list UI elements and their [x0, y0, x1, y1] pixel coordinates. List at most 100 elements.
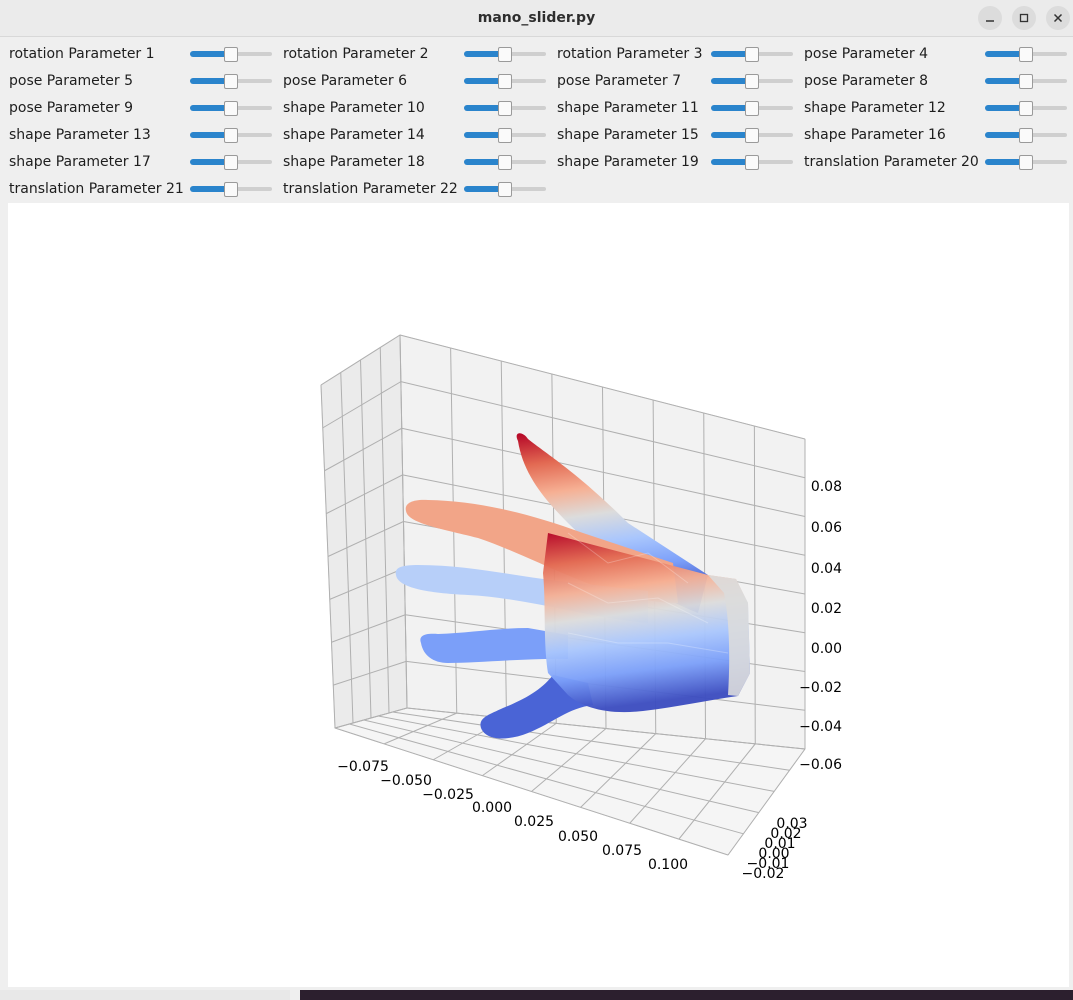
maximize-button[interactable]: [1012, 6, 1036, 30]
slider-fill: [711, 78, 752, 84]
grid-line: [334, 707, 408, 729]
tick-label: −0.06: [799, 757, 842, 773]
param-slider-21[interactable]: [190, 181, 272, 197]
slider-handle[interactable]: [745, 101, 759, 116]
param-label-18: shape Parameter 18: [283, 154, 425, 170]
slider-handle[interactable]: [745, 155, 759, 170]
param-label-20: translation Parameter 20: [804, 154, 979, 170]
slider-fill: [190, 78, 231, 84]
slider-fill: [711, 159, 752, 165]
slider-fill: [711, 132, 752, 138]
slider-handle[interactable]: [745, 74, 759, 89]
slider-handle[interactable]: [224, 155, 238, 170]
param-slider-6[interactable]: [464, 73, 546, 89]
grid-line: [629, 738, 706, 824]
grid-line: [727, 748, 806, 856]
param-label-10: shape Parameter 10: [283, 100, 425, 116]
slider-handle[interactable]: [498, 47, 512, 62]
param-slider-15[interactable]: [711, 127, 793, 143]
slider-fill: [190, 132, 231, 138]
slider-handle[interactable]: [224, 101, 238, 116]
slider-fill: [985, 132, 1026, 138]
title-bar: mano_slider.py: [0, 0, 1073, 37]
tick-label: −0.050: [380, 773, 432, 789]
slider-handle[interactable]: [224, 47, 238, 62]
param-slider-11[interactable]: [711, 100, 793, 116]
param-label-11: shape Parameter 11: [557, 100, 699, 116]
slider-handle[interactable]: [745, 128, 759, 143]
param-slider-3[interactable]: [711, 46, 793, 62]
grid-line: [406, 707, 806, 750]
param-slider-8[interactable]: [985, 73, 1067, 89]
param-slider-12[interactable]: [985, 100, 1067, 116]
tick-label: 0.00: [811, 641, 842, 657]
param-slider-1[interactable]: [190, 46, 272, 62]
slider-handle[interactable]: [1019, 101, 1033, 116]
slider-handle[interactable]: [498, 74, 512, 89]
param-slider-16[interactable]: [985, 127, 1067, 143]
slider-handle[interactable]: [224, 74, 238, 89]
grid-line: [580, 733, 657, 808]
plot-canvas[interactable]: −0.075 −0.050 −0.025 0.000 0.025 0.050 0.075 0.…: [8, 203, 1069, 987]
slider-fill: [464, 105, 505, 111]
tick-label: −0.075: [337, 759, 389, 775]
param-slider-9[interactable]: [190, 100, 272, 116]
tick-label: 0.050: [558, 829, 598, 845]
tick-label: −0.04: [799, 719, 842, 735]
tick-label: 0.075: [602, 843, 642, 859]
param-slider-18[interactable]: [464, 154, 546, 170]
slider-handle[interactable]: [224, 182, 238, 197]
param-label-17: shape Parameter 17: [9, 154, 151, 170]
tick-label: 0.08: [811, 479, 842, 495]
param-slider-14[interactable]: [464, 127, 546, 143]
hand-mesh: [395, 433, 750, 739]
param-label-13: shape Parameter 13: [9, 127, 151, 143]
slider-handle[interactable]: [745, 47, 759, 62]
slider-handle[interactable]: [498, 128, 512, 143]
parameter-controls: rotation Parameter 1 rotation Parameter 2…: [0, 40, 1073, 202]
grid-line: [399, 334, 408, 709]
param-slider-22[interactable]: [464, 181, 546, 197]
slider-handle[interactable]: [498, 155, 512, 170]
grid-line: [383, 712, 457, 745]
grid-line: [401, 427, 806, 517]
slider-handle[interactable]: [1019, 128, 1033, 143]
slider-handle[interactable]: [498, 182, 512, 197]
grid-line: [392, 711, 790, 771]
slider-fill: [985, 105, 1026, 111]
tick-label: 0.025: [514, 814, 554, 830]
grid-line: [379, 347, 390, 714]
taskbar-strip: [0, 990, 1073, 1000]
close-button[interactable]: [1046, 6, 1070, 30]
param-slider-7[interactable]: [711, 73, 793, 89]
z-axis-ticks: −0.06 −0.04 −0.02 0.00 0.02 0.04 0.06 0.08: [799, 479, 842, 773]
param-slider-19[interactable]: [711, 154, 793, 170]
param-slider-5[interactable]: [190, 73, 272, 89]
close-icon: [1053, 13, 1063, 23]
grid-line: [678, 743, 756, 840]
param-slider-4[interactable]: [985, 46, 1067, 62]
tick-label: −0.01: [747, 856, 790, 872]
param-slider-20[interactable]: [985, 154, 1067, 170]
param-label-6: pose Parameter 6: [283, 73, 408, 89]
grid-line: [482, 722, 557, 777]
slider-fill: [711, 105, 752, 111]
slider-handle[interactable]: [1019, 74, 1033, 89]
param-label-2: rotation Parameter 2: [283, 46, 429, 62]
slider-handle[interactable]: [1019, 47, 1033, 62]
param-slider-13[interactable]: [190, 127, 272, 143]
slider-fill: [190, 186, 231, 192]
param-label-12: shape Parameter 12: [804, 100, 946, 116]
param-label-15: shape Parameter 15: [557, 127, 699, 143]
slider-handle[interactable]: [498, 101, 512, 116]
tick-label: 0.00: [758, 846, 789, 862]
param-label-14: shape Parameter 14: [283, 127, 425, 143]
param-slider-17[interactable]: [190, 154, 272, 170]
slider-fill: [464, 159, 505, 165]
minimize-button[interactable]: [978, 6, 1002, 30]
slider-handle[interactable]: [1019, 155, 1033, 170]
param-slider-10[interactable]: [464, 100, 546, 116]
slider-handle[interactable]: [224, 128, 238, 143]
param-slider-2[interactable]: [464, 46, 546, 62]
